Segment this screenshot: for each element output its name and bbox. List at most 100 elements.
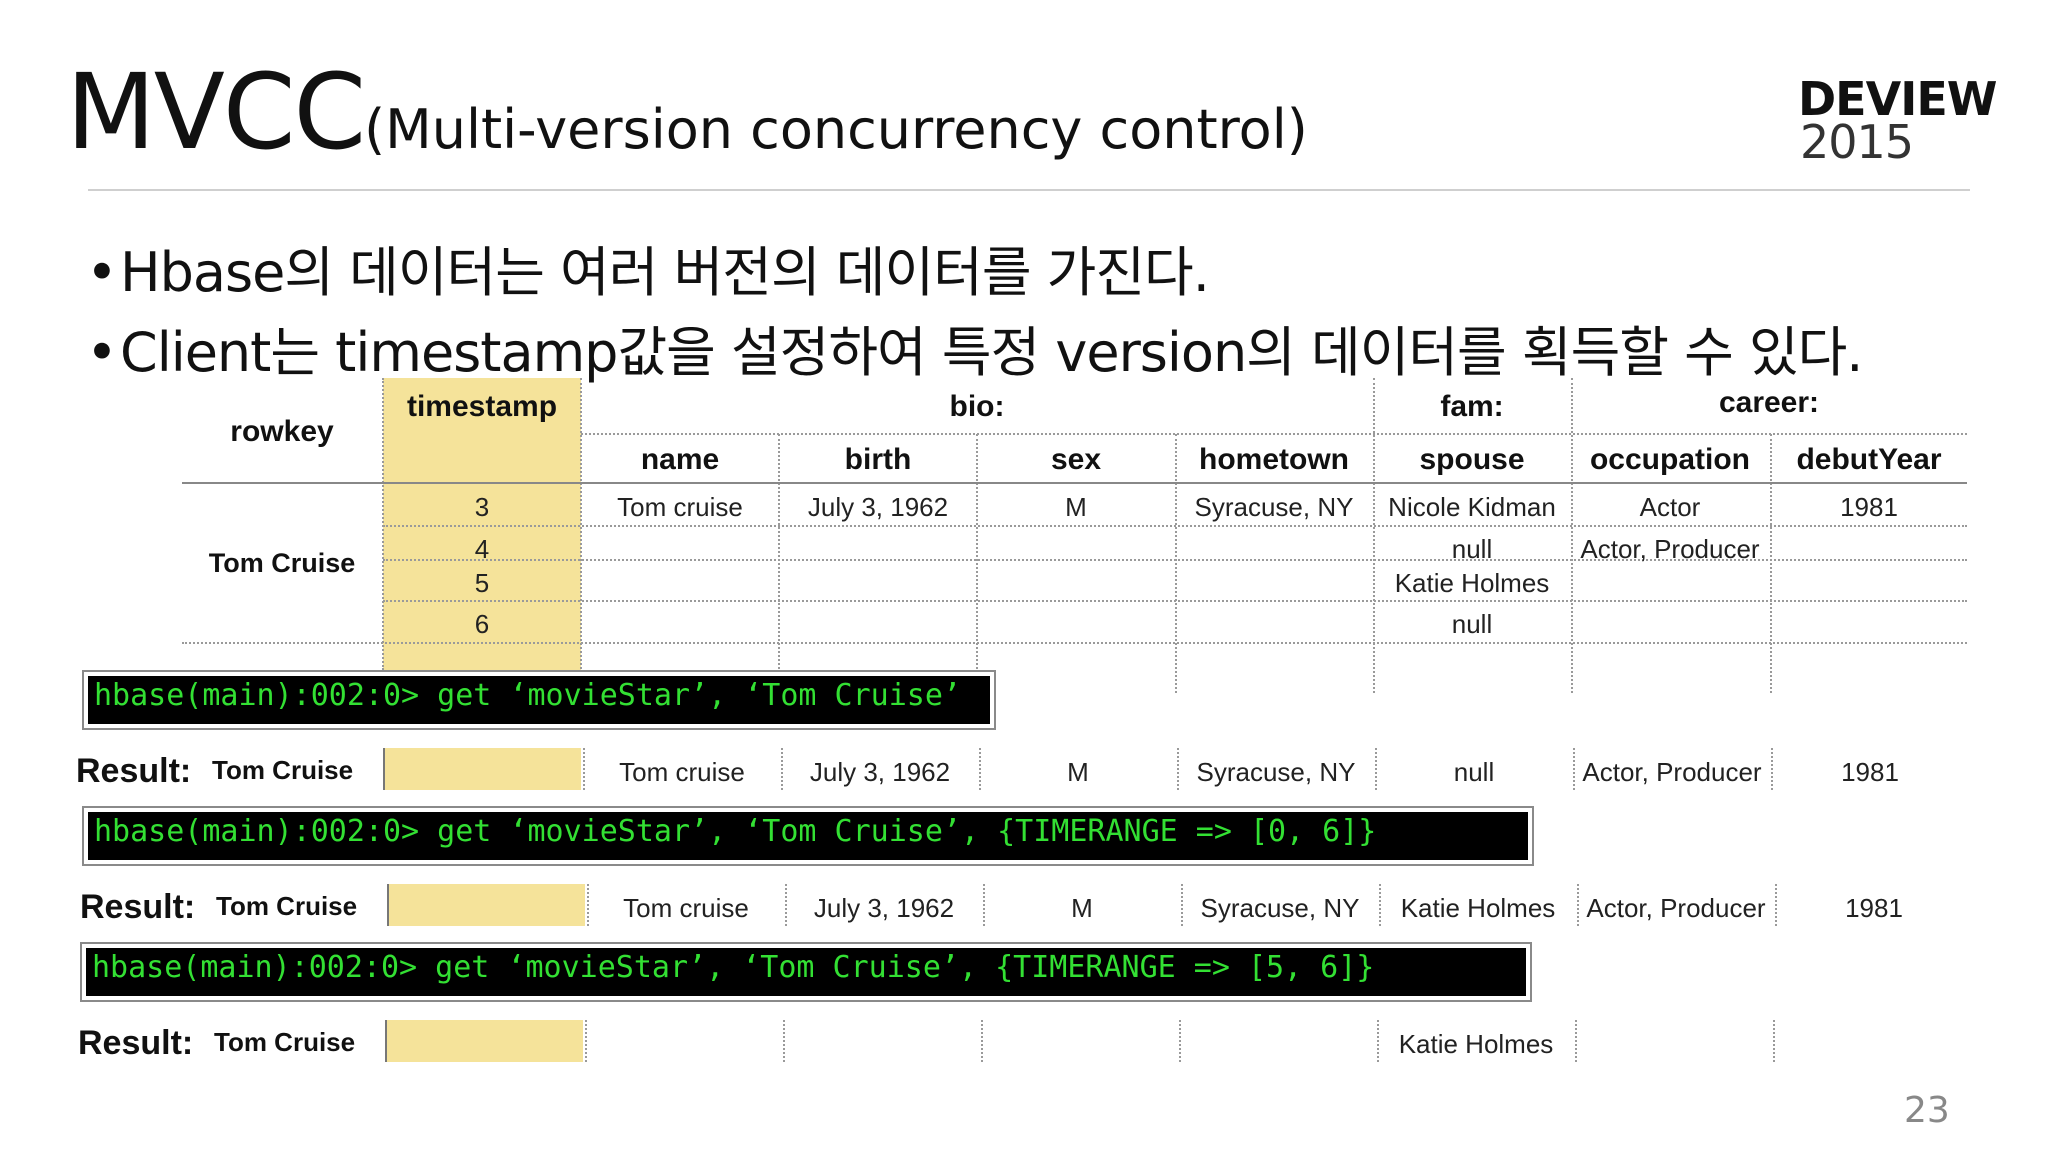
table-cell: 1981 [1840, 492, 1898, 522]
bullet-item-1: •Hbase의 데이터는 여러 버전의 데이터를 가진다. [86, 228, 1210, 307]
result-cell: Actor, Producer [1582, 757, 1762, 787]
result-cell: July 3, 1962 [809, 757, 951, 787]
result-timestamp-highlight [389, 884, 585, 926]
page-number: 23 [1904, 1090, 1950, 1131]
result-cell: M [1067, 757, 1089, 787]
column-header-name: name [640, 443, 720, 476]
family-career-header: career: [1718, 386, 1820, 419]
result-divider [387, 884, 389, 926]
deview-logo-name: DEVIEW [1798, 72, 1997, 126]
row-rule [182, 642, 1967, 644]
table-cell: Actor, Producer [1580, 534, 1760, 564]
result-rowkey-3: Tom Cruise [214, 1027, 356, 1057]
result-separator [1771, 748, 1773, 790]
column-header-debutyear: debutYear [1796, 443, 1942, 476]
bullet-marker: • [86, 321, 118, 384]
result-divider [383, 748, 385, 790]
result-divider [385, 1020, 387, 1062]
title-main-text: MVCC [66, 51, 366, 173]
column-header-occupation: occupation [1589, 443, 1750, 476]
timestamp-column-highlight [383, 378, 581, 670]
bullet-text-1: Hbase의 데이터는 여러 버전의 데이터를 가진다. [120, 241, 1210, 304]
result-separator [1575, 1020, 1577, 1062]
family-header-rule [581, 433, 1967, 435]
result-separator [979, 748, 981, 790]
table-cell: null [1451, 609, 1493, 639]
table-cell: null [1451, 534, 1493, 564]
hbase-console-2: hbase(main):002:0> get ‘movieStar’, ‘Tom… [82, 806, 1534, 866]
table-cell: M [1065, 492, 1087, 522]
result-separator [1577, 884, 1579, 926]
result-separator [1775, 884, 1777, 926]
result-separator [781, 748, 783, 790]
console-command-1: hbase(main):002:0> get ‘movieStar’, ‘Tom… [88, 676, 990, 724]
col-separator [1571, 378, 1573, 693]
timestamp-cell: 6 [474, 609, 490, 639]
col-separator [1175, 434, 1177, 693]
bullet-text-2: Client는 timestamp값을 설정하여 특정 version의 데이터… [120, 321, 1863, 384]
title-subtitle: (Multi-version concurrency control) [364, 98, 1308, 161]
result-separator [1179, 1020, 1181, 1062]
col-separator [976, 434, 978, 693]
timestamp-cell: 4 [474, 534, 490, 564]
table-cell: Nicole Kidman [1388, 492, 1556, 522]
result-cell: Katie Holmes [1400, 893, 1556, 923]
column-header-birth: birth [844, 443, 912, 476]
timestamp-cell: 3 [474, 492, 490, 522]
result-separator [583, 748, 585, 790]
result-separator [1379, 884, 1381, 926]
bullet-item-2: •Client는 timestamp값을 설정하여 특정 version의 데이… [86, 308, 1863, 387]
row-rule [383, 525, 1967, 527]
header-bottom-rule [182, 482, 1967, 484]
result-separator [1773, 1020, 1775, 1062]
column-header-hometown: hometown [1199, 443, 1349, 476]
result-cell: 1981 [1845, 893, 1903, 923]
result-cell: July 3, 1962 [813, 893, 955, 923]
table-cell: Actor [1639, 492, 1701, 522]
result-separator [783, 1020, 785, 1062]
family-fam-header: fam: [1440, 390, 1504, 423]
table-cell: Katie Holmes [1394, 568, 1550, 598]
col-separator [1770, 434, 1772, 693]
result-separator [983, 884, 985, 926]
result-cell: Syracuse, NY [1196, 757, 1356, 787]
result-timestamp-highlight [387, 1020, 583, 1062]
result-cell: 1981 [1841, 757, 1899, 787]
result-label-2: Result: [80, 888, 196, 926]
table-cell: July 3, 1962 [807, 492, 949, 522]
result-separator [1377, 1020, 1379, 1062]
rowkey-header: rowkey [230, 415, 334, 448]
result-separator [1375, 748, 1377, 790]
bullet-marker: • [86, 241, 118, 304]
row-rule [383, 600, 1967, 602]
result-separator [981, 1020, 983, 1062]
slide-title: MVCC(Multi-version concurrency control) [66, 60, 1308, 164]
console-command-3: hbase(main):002:0> get ‘movieStar’, ‘Tom… [86, 948, 1526, 996]
col-separator [580, 378, 582, 693]
column-header-sex: sex [1050, 443, 1102, 476]
result-cell: M [1071, 893, 1093, 923]
result-label-3: Result: [78, 1024, 194, 1062]
result-cell: Tom cruise [623, 893, 749, 923]
timestamp-header: timestamp [406, 390, 558, 423]
result-cell: Katie Holmes [1398, 1029, 1554, 1059]
result-rowkey-1: Tom Cruise [212, 755, 354, 785]
table-cell: Tom cruise [617, 492, 743, 522]
col-separator [1373, 378, 1375, 693]
result-separator [1181, 884, 1183, 926]
family-bio-header: bio: [949, 390, 1005, 423]
result-label-1: Result: [76, 752, 192, 790]
title-divider [88, 189, 1970, 191]
hbase-console-1: hbase(main):002:0> get ‘movieStar’, ‘Tom… [82, 670, 996, 730]
table-cell: Syracuse, NY [1194, 492, 1354, 522]
result-separator [587, 884, 589, 926]
col-separator [778, 434, 780, 693]
result-cell: Tom cruise [619, 757, 745, 787]
result-cell: Actor, Producer [1586, 893, 1766, 923]
console-command-2: hbase(main):002:0> get ‘movieStar’, ‘Tom… [88, 812, 1528, 860]
row-rule [383, 559, 1967, 561]
hbase-console-3: hbase(main):002:0> get ‘movieStar’, ‘Tom… [80, 942, 1532, 1002]
rowkey-value: Tom Cruise [208, 548, 356, 578]
result-rowkey-2: Tom Cruise [216, 891, 358, 921]
